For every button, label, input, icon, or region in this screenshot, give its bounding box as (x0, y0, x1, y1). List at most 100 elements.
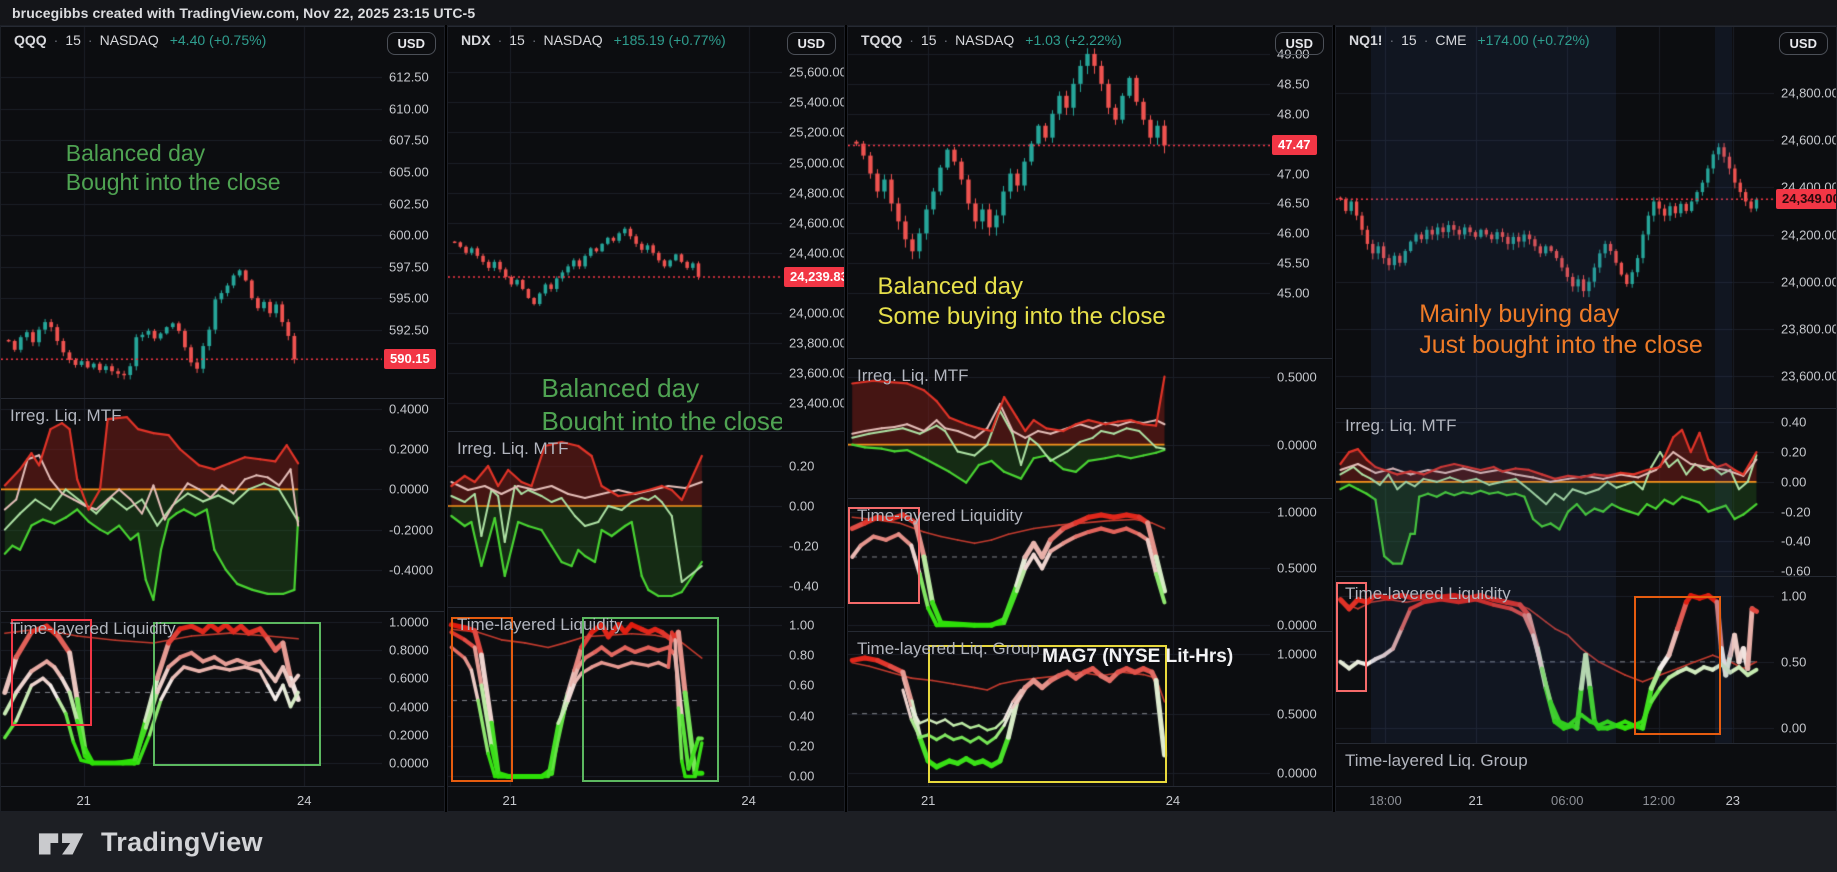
chart-panel-ndx[interactable]: NDX · 15 · NASDAQ +185.19 (+0.77%) USD Balanced… (447, 25, 845, 812)
price-plot-area[interactable]: Balanced day Some buying into the close (848, 27, 1270, 358)
drawing-rectangle[interactable] (581, 617, 719, 783)
annotation-text[interactable]: Balanced day Bought into the close (66, 139, 281, 197)
indicator-axis[interactable]: 0.40 0.20 0.00 -0.20 -0.40 -0.60 (1774, 409, 1836, 579)
indicator-canvas[interactable] (848, 359, 1270, 498)
axis-label: -0.20 (1781, 504, 1811, 520)
time-axis[interactable]: 18:00 21 06:00 12:00 23 (1336, 786, 1836, 811)
axis-label: 1.00 (1781, 588, 1807, 604)
indicator-pane-irreg-liq: Irreg. Liq. MTF 0.20 0.00 -0.20 -0.40 (448, 431, 844, 607)
last-price-label: 590.15 (384, 349, 436, 370)
indicator-axis[interactable]: 0.5000 0.0000 (1270, 359, 1332, 498)
price-axis[interactable]: 612.50 610.00 607.50 605.00 602.50 600.00 597.… (382, 27, 444, 398)
indicator-axis[interactable]: 1.00 0.80 0.60 0.40 0.20 0.00 (782, 608, 844, 786)
panels-row: QQQ · 15 · NASDAQ +4.40 (+0.75%) USD Balanced d… (0, 25, 1837, 812)
indicator-axis[interactable]: 1.00 0.50 0.00 (1774, 577, 1836, 743)
indicator-canvas[interactable] (448, 432, 782, 607)
indicator-axis[interactable]: 0.20 0.00 -0.20 -0.40 (782, 432, 844, 607)
price-chart-canvas[interactable] (1, 27, 382, 398)
price-plot-area[interactable]: Mainly buying day Just bought into the cl… (1336, 27, 1774, 408)
indicator-plot-area[interactable] (448, 432, 782, 607)
axis-label: 612.50 (389, 69, 429, 85)
price-pane: Balanced day Bought into the close 612.50 6… (1, 26, 444, 398)
time-axis[interactable]: 21 24 (848, 786, 1332, 811)
annotation-text[interactable]: Balanced day Some buying into the close (878, 272, 1166, 332)
price-chart-canvas[interactable] (448, 27, 782, 431)
axis-label: 25,600.00 (789, 64, 845, 80)
axis-label: 0.0000 (389, 755, 429, 771)
last-price-label: 24,239.83 (784, 266, 844, 287)
axis-label: 0.00 (1781, 474, 1807, 490)
indicator-axis[interactable]: 0.4000 0.2000 0.0000 -0.2000 -0.4000 (382, 399, 444, 611)
indicator-plot-area[interactable]: MAG7 (NYSE Lit-Hrs) (848, 632, 1270, 786)
axis-label: 0.40 (789, 708, 815, 724)
price-chart-canvas[interactable] (1336, 27, 1774, 408)
indicator-plot-area[interactable] (1, 399, 382, 611)
drawing-rectangle[interactable] (451, 617, 514, 783)
drawing-rectangle[interactable] (928, 645, 1167, 784)
indicator-plot-area[interactable] (1336, 409, 1774, 576)
indicator-canvas[interactable] (1336, 409, 1774, 576)
indicator-plot-area[interactable] (1, 612, 382, 786)
indicator-title: Time-layered Liquidity (1345, 584, 1511, 603)
axis-label: 610.00 (389, 101, 429, 117)
price-axis[interactable]: 25,600.00 25,400.00 25,200.00 25,000.00 24,8… (782, 27, 844, 431)
indicator-plot-area[interactable] (1336, 577, 1774, 743)
time-axis[interactable]: 21 24 (448, 786, 844, 811)
axis-label: 1.0000 (389, 614, 429, 630)
last-price-label: 47.47 (1272, 135, 1317, 156)
price-chart-canvas[interactable] (848, 27, 1270, 358)
tradingview-logo-icon[interactable] (38, 825, 88, 859)
indicator-canvas[interactable] (448, 608, 782, 786)
drawing-rectangle[interactable] (848, 506, 920, 604)
axis-label: 45.00 (1277, 285, 1310, 301)
axis-label: 48.00 (1277, 106, 1310, 122)
indicator-canvas[interactable] (848, 632, 1270, 786)
axis-label: 605.00 (389, 164, 429, 180)
time-axis-label: 18:00 (1369, 793, 1402, 808)
group-name-label: MAG7 (NYSE Lit-Hrs) (1042, 646, 1234, 667)
annotation-text[interactable]: Mainly buying day Just bought into the cl… (1419, 299, 1703, 362)
indicator-axis[interactable]: 1.0000 0.5000 0.0000 (1270, 499, 1332, 633)
currency-button[interactable]: USD (386, 32, 436, 55)
axis-label: 23,400.00 (789, 395, 845, 411)
price-plot-area[interactable]: Balanced day Bought into the close (1, 27, 382, 398)
drawing-rectangle[interactable] (10, 619, 93, 727)
drawing-rectangle[interactable] (1633, 595, 1722, 735)
currency-button[interactable]: USD (1778, 32, 1828, 55)
chart-panel-nq1[interactable]: NQ1! · 15 · CME +174.00 (+0.72%) USD Mainly buy… (1335, 25, 1837, 812)
price-axis[interactable]: 49.0048.5048.0047.5047.0046.5046.0045.50… (1270, 27, 1332, 358)
indicator-canvas[interactable] (1, 612, 382, 786)
indicator-canvas[interactable] (1336, 577, 1774, 743)
price-pane: Balanced day Bought into the close 25,600.… (448, 26, 844, 431)
axis-label: 24,600.00 (789, 215, 845, 231)
indicator-plot-area[interactable] (448, 608, 782, 786)
chart-panel-tqqq[interactable]: TQQQ · 15 · NASDAQ +1.03 (+2.22%) USD Balanced … (847, 25, 1333, 812)
indicator-pane-liquidity: Time-layered Liquidity 1.0000 0.8000 0.6000… (1, 611, 444, 786)
price-pane: Mainly buying day Just bought into the cl… (1336, 26, 1836, 408)
annotation-text[interactable]: Balanced day Bought into the close (542, 372, 782, 431)
indicator-pane-liquidity: Time-layered Liquidity 1.00 0.80 0.60 0.40 0.… (448, 607, 844, 786)
currency-button[interactable]: USD (786, 32, 836, 55)
currency-button[interactable]: USD (1274, 32, 1324, 55)
indicator-title: Time-layered Liquidity (457, 615, 623, 634)
indicator-plot-area[interactable] (848, 499, 1270, 631)
time-axis[interactable]: 21 24 (1, 786, 444, 811)
price-plot-area[interactable]: Balanced day Bought into the close (448, 27, 782, 431)
indicator-plot-area[interactable] (848, 359, 1270, 498)
drawing-rectangle[interactable] (153, 621, 322, 766)
axis-label: 597.50 (389, 259, 429, 275)
axis-label: 23,800.00 (1781, 321, 1837, 337)
drawing-rectangle[interactable] (1336, 582, 1367, 693)
chart-panel-qqq[interactable]: QQQ · 15 · NASDAQ +4.40 (+0.75%) USD Balanced d… (0, 25, 445, 812)
indicator-title: Time-layered Liq. Group (1345, 751, 1528, 770)
indicator-canvas[interactable] (1, 399, 382, 611)
axis-label: 48.50 (1277, 76, 1310, 92)
axis-label: 0.4000 (389, 401, 429, 417)
axis-label: 24,800.00 (789, 185, 845, 201)
time-axis-label: 06:00 (1550, 793, 1584, 808)
indicator-axis[interactable]: 1.0000 0.5000 0.0000 (1270, 632, 1332, 786)
indicator-axis[interactable]: 1.0000 0.8000 0.6000 0.4000 0.2000 0.0000 (382, 612, 444, 786)
price-axis[interactable]: 24,800.00 24,600.00 24,400.00 24,200.00 24,0… (1774, 27, 1836, 408)
annotation-line: Bought into the close (541, 405, 782, 432)
axis-label: 0.6000 (389, 670, 429, 686)
